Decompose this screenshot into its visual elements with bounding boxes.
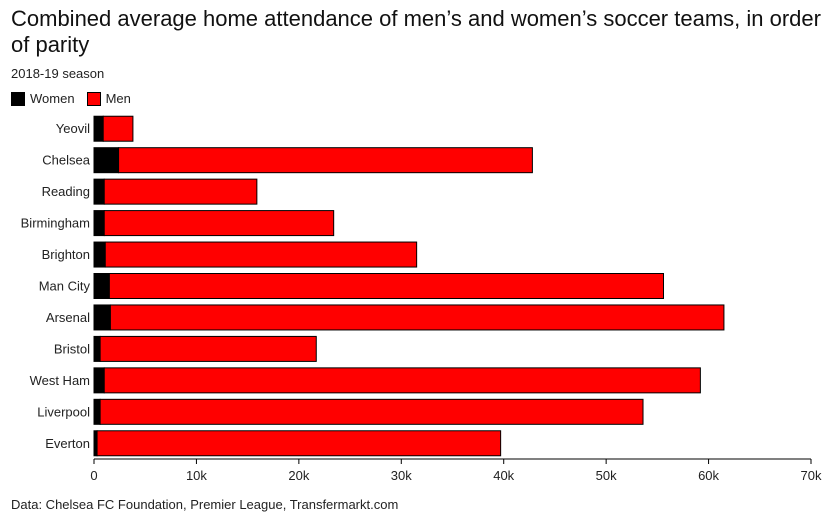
bar-women-yeovil	[93, 115, 104, 142]
y-tick-label-bristol: Bristol	[54, 341, 90, 356]
bar-women-bristol	[93, 335, 101, 362]
x-tick-label-3: 30k	[391, 468, 412, 483]
bar-women-arsenal	[93, 304, 111, 331]
chart-title: Combined average home attendance of men’…	[11, 6, 821, 57]
bar-men-everton	[96, 430, 502, 457]
y-tick-label-chelsea: Chelsea	[42, 153, 90, 168]
x-tick-label-1: 10k	[186, 468, 207, 483]
legend-label-men: Men	[105, 91, 131, 106]
bar-men-brighton	[104, 241, 418, 268]
x-tick-label-4: 40k	[493, 468, 514, 483]
y-tick-label-birmingham: Birmingham	[21, 216, 90, 231]
y-tick-label-reading: Reading	[42, 184, 90, 199]
chart-subtitle: 2018-19 season	[11, 66, 105, 81]
bar-men-man-city	[108, 273, 665, 299]
legend-item-men: Men	[86, 91, 131, 106]
bar-men-yeovil	[102, 115, 134, 142]
bar-men-bristol	[99, 335, 317, 362]
legend-swatch-women	[11, 91, 25, 106]
bar-women-man-city	[93, 273, 110, 299]
bar-women-reading	[93, 178, 105, 205]
bar-women-birmingham	[93, 210, 105, 237]
x-tick-label-0: 0	[90, 468, 97, 483]
y-tick-label-yeovil: Yeovil	[56, 121, 90, 136]
bar-men-liverpool	[99, 398, 644, 425]
y-tick-label-everton: Everton	[45, 436, 90, 451]
legend-item-women: Women	[11, 91, 75, 106]
y-tick-label-west-ham: West Ham	[30, 373, 90, 388]
bar-men-reading	[103, 178, 258, 205]
y-tick-label-man-city: Man City	[39, 279, 91, 294]
x-tick-label-7: 70k	[801, 468, 822, 483]
legend-swatch-men	[86, 91, 101, 106]
bar-men-west-ham	[103, 367, 701, 394]
x-tick-label-2: 20k	[288, 468, 309, 483]
y-tick-label-arsenal: Arsenal	[46, 310, 90, 325]
bar-men-arsenal	[109, 304, 725, 331]
x-tick-label-6: 60k	[698, 468, 719, 483]
source-note: Data: Chelsea FC Foundation, Premier Lea…	[11, 497, 399, 512]
bar-men-birmingham	[103, 210, 335, 237]
bar-women-chelsea	[93, 147, 120, 174]
bar-women-brighton	[93, 241, 106, 268]
bar-women-liverpool	[93, 398, 101, 425]
legend: Women Men	[11, 91, 143, 106]
legend-label-women: Women	[30, 91, 75, 106]
x-tick-label-5: 50k	[596, 468, 617, 483]
y-tick-label-brighton: Brighton	[42, 247, 90, 262]
y-tick-label-liverpool: Liverpool	[37, 404, 90, 419]
bar-women-west-ham	[93, 367, 105, 394]
bar-men-chelsea	[118, 147, 533, 174]
